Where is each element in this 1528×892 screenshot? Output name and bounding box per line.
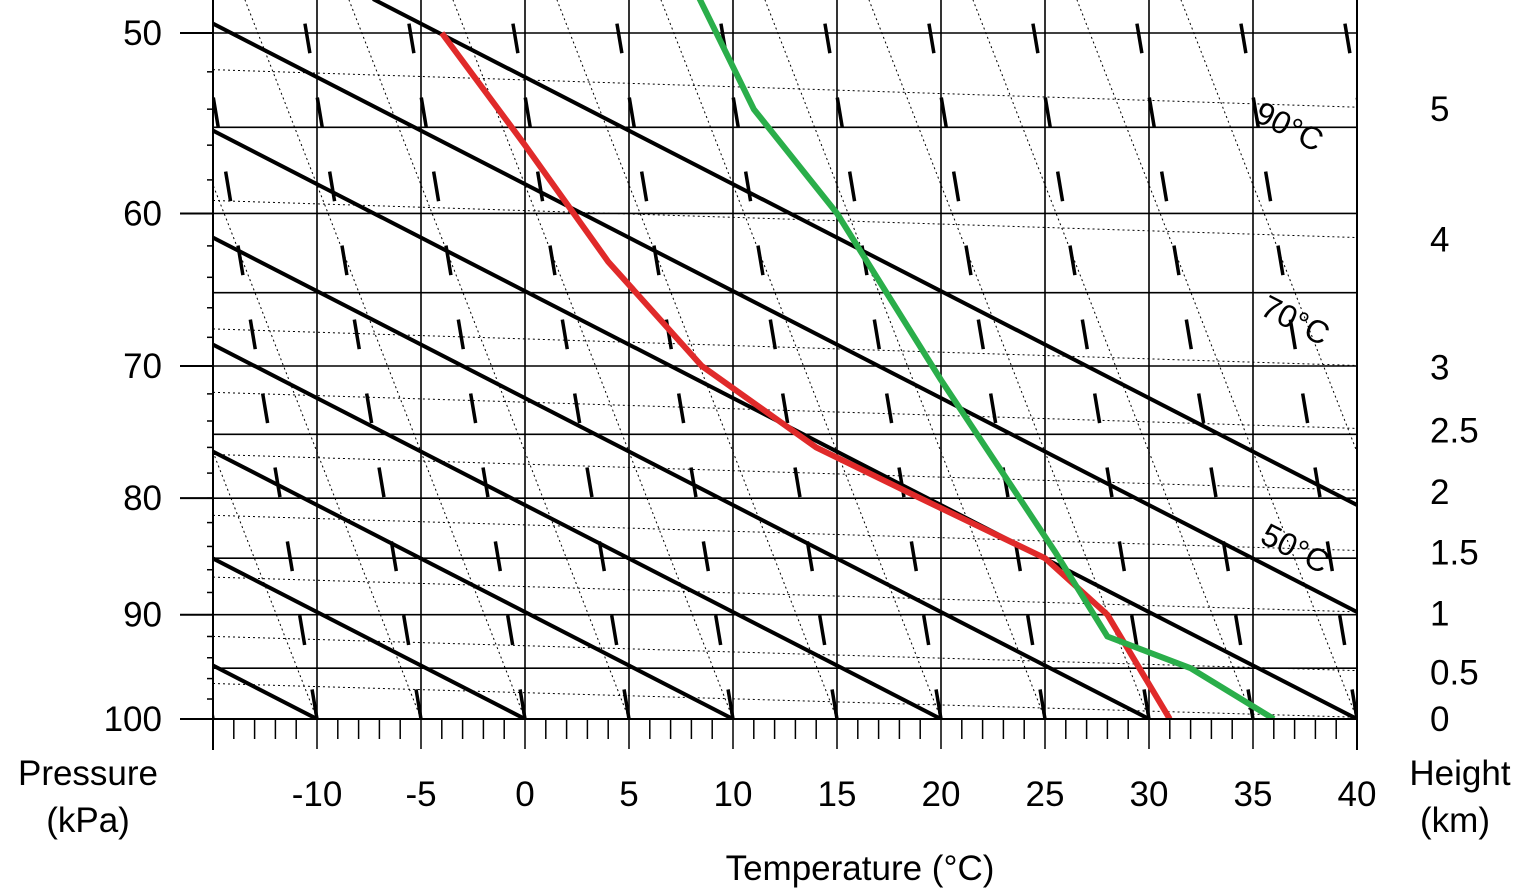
plot-frame — [180, 0, 1358, 750]
temperature-tick-label: 5 — [619, 775, 638, 814]
adiabat-labels: 90°C70°C50°C — [1249, 94, 1335, 580]
moist-adiabat — [0, 0, 5, 719]
temperature-tick-label: 20 — [922, 775, 961, 814]
height-tick-label: 4 — [1430, 220, 1449, 259]
pressure-axis-title-line1: Pressure — [18, 754, 158, 793]
pressure-axis-title-line2: (kPa) — [46, 801, 130, 840]
moist-adiabat — [403, 0, 527, 719]
dotted-isotherm — [0, 0, 109, 719]
temperature-axis: -10 -5 0 5 10 15 20 25 30 35 40 — [292, 775, 1377, 814]
height-axis-title-line1: Height — [1409, 754, 1510, 793]
series-line-0 — [439, 31, 1173, 719]
pressure-tick-label: 60 — [123, 194, 162, 233]
height-tick-label: 2.5 — [1430, 411, 1479, 450]
series-lines — [439, 0, 1276, 719]
temperature-axis-title: Temperature (°C) — [726, 849, 995, 888]
dotted-height-line — [213, 199, 1357, 239]
temperature-tick-label: -10 — [292, 775, 343, 814]
dry-adiabat — [213, 128, 1357, 719]
moist-adiabat — [0, 0, 109, 719]
pressure-tick-label: 100 — [104, 700, 162, 739]
temperature-tick-label: 25 — [1026, 775, 1065, 814]
adiabat-lines — [0, 0, 1357, 719]
pressure-tick-label: 90 — [123, 596, 162, 635]
dotted-height-line — [213, 635, 1357, 672]
pressure-tick-label: 50 — [123, 14, 162, 53]
moist-adiabat — [1027, 0, 1151, 719]
height-tick-label: 1.5 — [1430, 533, 1479, 572]
dotted-height-line — [213, 683, 1357, 718]
dotted-height-line — [213, 514, 1357, 551]
moist-adiabat — [1235, 0, 1357, 719]
dotted-height-line — [213, 576, 1357, 613]
dotted-isotherm — [348, 0, 630, 719]
temperature-tick-label: 10 — [714, 775, 753, 814]
height-tick-label: 5 — [1430, 90, 1449, 129]
moist-adiabat — [923, 0, 1047, 719]
dotted-height-line — [213, 391, 1357, 429]
dotted-isotherm — [0, 0, 5, 719]
moist-adiabat — [507, 0, 631, 719]
height-tick-label: 1 — [1430, 595, 1449, 634]
dotted-isotherm — [1076, 0, 1357, 719]
temperature-tick-label: 0 — [515, 775, 534, 814]
dotted-isotherm — [213, 450, 318, 719]
adiabat-label: 90°C — [1249, 94, 1329, 159]
moist-adiabat — [715, 0, 839, 719]
dotted-height-line — [213, 453, 1357, 491]
temperature-tick-label: 30 — [1130, 775, 1169, 814]
dotted-isotherm — [1180, 0, 1357, 454]
dry-adiabat — [213, 556, 526, 719]
pressure-tick-label: 80 — [123, 479, 162, 518]
moist-adiabat — [213, 85, 319, 719]
dotted-isotherm — [972, 0, 1254, 719]
dry-adiabat — [0, 0, 109, 719]
dotted-isotherm — [213, 717, 214, 719]
temperature-tick-label: -5 — [405, 775, 436, 814]
pressure-axis: 50 60 70 80 90 100 — [104, 14, 162, 739]
moist-adiabat — [299, 0, 423, 719]
dotted-isotherm — [660, 0, 942, 719]
dry-adiabat — [213, 342, 942, 719]
dry-adiabat — [213, 21, 1357, 615]
moist-adiabat — [819, 0, 943, 719]
adiabat-label: 50°C — [1255, 516, 1335, 581]
dotted-isotherm — [764, 0, 1046, 719]
dotted-isotherm — [452, 0, 734, 719]
height-axis: 65432.521.510.50 — [1430, 90, 1479, 739]
dry-adiabat — [213, 449, 734, 719]
height-tick-label: 3 — [1430, 348, 1449, 387]
temperature-tick-label: 40 — [1338, 775, 1377, 814]
dotted-height-line — [213, 69, 1357, 108]
dry-adiabat — [372, 0, 1357, 508]
height-tick-label: 0 — [1430, 700, 1449, 739]
dotted-isotherm — [244, 0, 526, 719]
temperature-tick-label: 35 — [1234, 775, 1273, 814]
moist-adiabat — [611, 0, 735, 719]
temperature-tick-label: 15 — [818, 775, 857, 814]
moist-adiabat — [1131, 0, 1255, 719]
pressure-tick-label: 70 — [123, 347, 162, 386]
grid-lines — [0, 0, 1357, 719]
height-tick-label: 0.5 — [1430, 653, 1479, 692]
height-axis-title-line2: (km) — [1420, 801, 1490, 840]
dotted-isotherm — [868, 0, 1150, 719]
dotted-height-line — [213, 328, 1357, 366]
dry-adiabat — [213, 235, 1150, 719]
series-line-1 — [696, 0, 1276, 719]
dotted-isotherm — [213, 183, 422, 719]
height-tick-label: 2 — [1430, 473, 1449, 512]
